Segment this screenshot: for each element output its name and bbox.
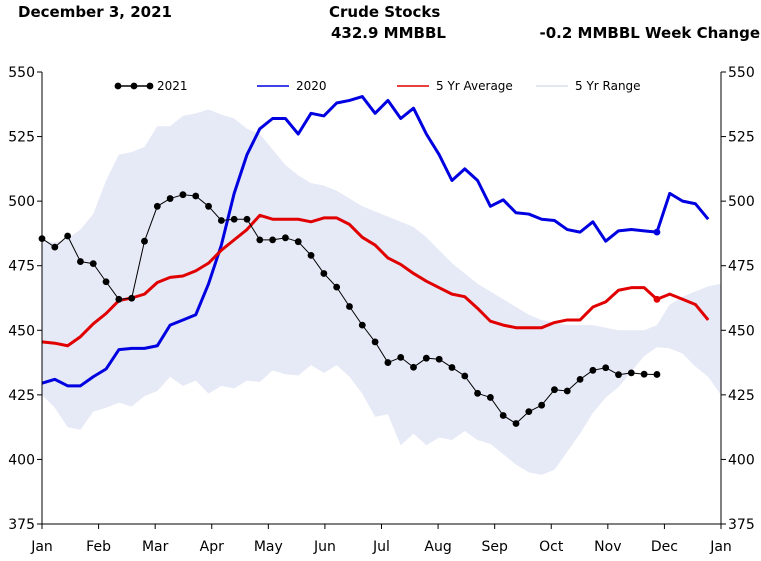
y-tick-label-left: 475 — [8, 259, 35, 275]
y-tick-label-left: 400 — [8, 452, 35, 468]
point-2021 — [77, 258, 84, 265]
point-2021 — [166, 195, 174, 202]
x-tick-label: Jul — [372, 539, 390, 555]
legend-swatch-dot-2021 — [146, 82, 154, 90]
x-tick-label: Apr — [200, 539, 224, 555]
point-2021 — [89, 260, 97, 268]
point-2021 — [179, 191, 187, 199]
point-2021 — [256, 236, 264, 244]
point-2021 — [410, 363, 417, 371]
point-2021 — [115, 295, 123, 303]
point-2021 — [153, 202, 161, 210]
x-tick-label: Mar — [142, 539, 169, 555]
point-2021 — [615, 371, 622, 379]
report-date: December 3, 2021 — [18, 3, 172, 21]
point-2021 — [243, 215, 251, 223]
y-tick-label-left: 375 — [8, 517, 35, 533]
point-2021 — [474, 389, 481, 397]
legend-label-2021: 2021 — [157, 79, 188, 93]
x-tick-label: Sep — [481, 539, 508, 555]
point-2021 — [627, 369, 635, 377]
point-2021 — [64, 232, 72, 240]
y-tick-label-left: 550 — [8, 65, 35, 81]
point-2021 — [512, 420, 520, 427]
x-tick-label: Nov — [594, 539, 621, 555]
point-2021 — [102, 278, 110, 286]
y-tick-label-right: 475 — [728, 259, 755, 275]
point-2021 — [551, 386, 558, 394]
point-2021 — [282, 234, 289, 242]
point-2021 — [217, 217, 225, 224]
y-tick-label-right: 450 — [728, 323, 755, 339]
point-2021 — [486, 394, 494, 401]
x-tick-label: Jan — [30, 539, 53, 555]
x-tick-label: Feb — [86, 539, 111, 555]
y-tick-label-right: 425 — [728, 388, 755, 404]
range-band — [42, 109, 721, 475]
y-tick-label-left: 500 — [8, 194, 35, 210]
point-2021 — [192, 192, 200, 200]
legend-swatch-dot-2021 — [130, 82, 138, 90]
y-tick-label-right: 525 — [728, 130, 755, 146]
y-tick-label-right: 375 — [728, 517, 755, 533]
point-2021 — [307, 251, 315, 259]
y-tick-label-left: 450 — [8, 323, 35, 339]
point-2021 — [205, 202, 212, 210]
marker-2020 — [653, 228, 661, 236]
point-2021 — [525, 408, 533, 416]
marker-avg — [653, 295, 661, 303]
legend-swatch-dot-2021 — [114, 82, 122, 90]
point-2021 — [333, 283, 341, 291]
x-tick-label: Jun — [313, 539, 336, 555]
series-line-avg — [41, 213, 710, 348]
point-2021 — [51, 243, 59, 251]
series-line-2020 — [41, 95, 710, 388]
point-2021 — [461, 372, 469, 380]
point-2021 — [128, 294, 136, 302]
y-tick-label-right: 400 — [728, 452, 755, 468]
series-lines-layer — [38, 95, 710, 427]
point-2021 — [294, 238, 302, 246]
point-2021 — [563, 387, 571, 395]
y-tick-label-left: 425 — [8, 388, 35, 404]
x-tick-label: Aug — [424, 539, 451, 555]
point-2021 — [358, 321, 366, 329]
point-2021 — [384, 359, 392, 366]
y-tick-label-right: 500 — [728, 194, 755, 210]
point-2021 — [269, 236, 277, 244]
point-2021 — [499, 412, 507, 419]
point-2021 — [589, 366, 597, 374]
point-2021 — [346, 303, 353, 310]
point-2021 — [422, 354, 430, 362]
chart-title: Crude Stocks — [329, 3, 441, 21]
point-2021 — [640, 370, 648, 378]
x-tick-label: Dec — [651, 539, 678, 555]
point-2021 — [538, 401, 546, 409]
x-tick-label: May — [254, 539, 283, 555]
axes-layer: 375 375 400 400 425 425 450 450 475 475 500 500 525 5… — [8, 65, 754, 555]
point-2021 — [320, 270, 328, 277]
point-2021 — [435, 355, 443, 363]
stock-level: 432.9 MMBBL — [331, 24, 446, 42]
point-2021 — [576, 375, 584, 383]
point-2021 — [230, 215, 238, 223]
point-2021 — [602, 364, 610, 372]
point-2021 — [371, 338, 379, 346]
legend-label-avg: 5 Yr Average — [436, 79, 513, 93]
legend-label-range: 5 Yr Range — [575, 79, 641, 93]
point-2021 — [397, 354, 405, 361]
legend-label-2020: 2020 — [296, 79, 327, 93]
point-2021 — [141, 237, 148, 245]
legend: 2021 2020 5 Yr Average 5 Yr Range — [114, 79, 641, 93]
point-2021 — [448, 364, 456, 371]
point-2021 — [653, 371, 661, 378]
x-tick-label: Jan — [709, 539, 732, 555]
y-tick-label-left: 525 — [8, 130, 35, 146]
y-tick-label-right: 550 — [728, 65, 755, 81]
x-tick-label: Oct — [539, 539, 564, 555]
week-change: -0.2 MMBBL Week Change — [539, 24, 760, 42]
range-band-layer — [42, 109, 721, 475]
